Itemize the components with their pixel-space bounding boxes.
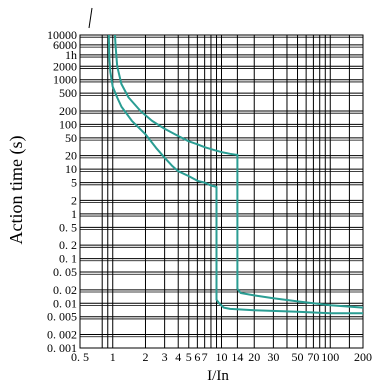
x-tick-label: 3: [162, 350, 168, 364]
y-tick-label: 0. 2: [59, 238, 77, 252]
x-tick-label: 10: [216, 350, 228, 364]
y-tick-label: 10: [65, 162, 77, 176]
y-tick-label: 1000: [53, 73, 77, 87]
y-tick-label: 5: [71, 176, 77, 190]
x-axis-label: I/In: [207, 368, 229, 384]
y-tick-label: 0. 5: [59, 220, 77, 234]
x-tick-label: 30: [267, 350, 279, 364]
y-tick-label: 0. 005: [47, 310, 77, 324]
y-tick-label: 2000: [53, 59, 77, 73]
y-axis-label: Action time (s): [6, 136, 27, 245]
y-tick-label: 10000: [47, 28, 77, 42]
x-tick-label: 200: [354, 350, 372, 364]
x-tick-label: 70: [307, 350, 319, 364]
curve-line-2: [107, 34, 363, 315]
y-tick-label: 1: [71, 207, 77, 221]
x-tick-label: 100: [321, 350, 339, 364]
y-tick-label: 50: [65, 131, 77, 145]
y-tick-label: 0. 05: [53, 265, 77, 279]
y-tick-label: 6000: [53, 38, 77, 52]
y-tick-label: 0. 1: [59, 252, 77, 266]
y-tick-label: 0. 02: [53, 283, 77, 297]
x-tick-label: 0. 5: [71, 350, 89, 364]
curves: [107, 34, 364, 315]
y-tick-label: 0. 002: [47, 328, 77, 342]
x-tick-label: 2: [142, 350, 148, 364]
curve-line-1: [114, 34, 364, 309]
y-axis-arrow: [88, 7, 93, 29]
y-tick-label: 100: [59, 117, 77, 131]
x-tick-label: 50: [292, 350, 304, 364]
y-tick-label: 200: [59, 104, 77, 118]
x-tick-label: 20: [248, 350, 260, 364]
x-tick-label: 5: [186, 350, 192, 364]
y-tick-label: 2: [71, 193, 77, 207]
y-tick-label: 20: [65, 149, 77, 163]
x-tick-labels: 0. 5 1 2 3 4 5 6 7 10 14 20 30 50 70 100 200: [71, 350, 372, 364]
y-tick-label: 0. 01: [53, 296, 77, 310]
x-tick-label: 6: [194, 350, 200, 364]
x-tick-label: 4: [175, 350, 181, 364]
y-tick-label: 500: [59, 86, 77, 100]
y-tick-label: 1h: [65, 48, 77, 62]
x-tick-label: 1: [110, 350, 116, 364]
x-tick-label: 7: [202, 350, 208, 364]
x-tick-label: 14: [231, 350, 243, 364]
y-tick-label: 0. 001: [47, 341, 77, 355]
plot-frame: [79, 34, 364, 349]
y-tick-labels: 1000060001h200010005002001005020105210. …: [47, 28, 77, 355]
